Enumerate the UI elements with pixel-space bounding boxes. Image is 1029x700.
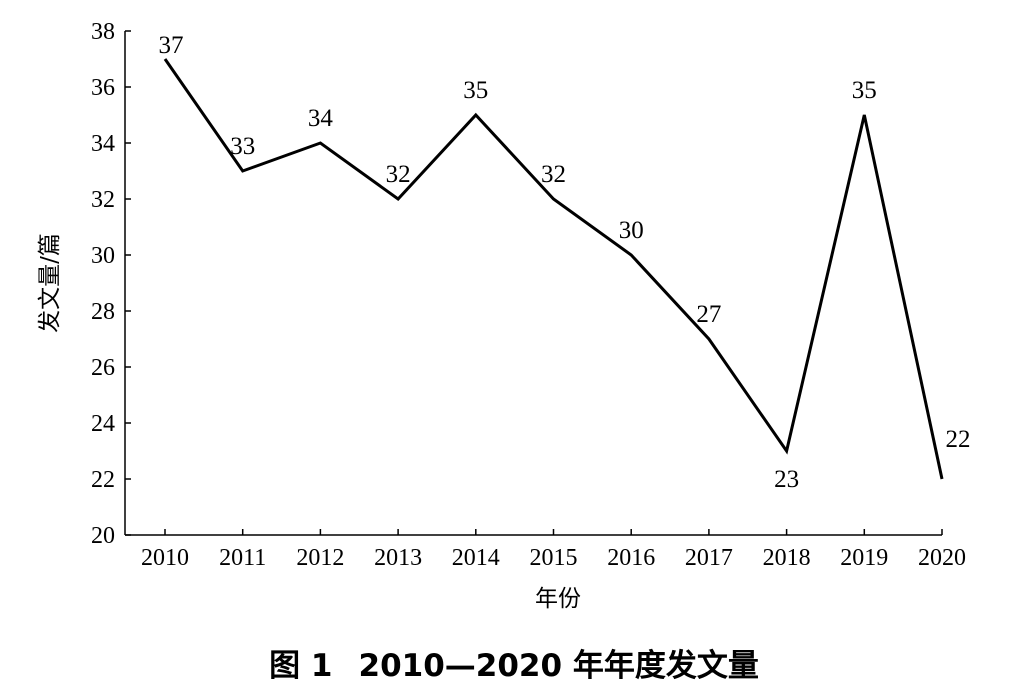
y-tick-label-38: 38 bbox=[91, 19, 115, 45]
data-label-2020: 22 bbox=[946, 426, 971, 453]
y-tick-label-22: 22 bbox=[91, 467, 115, 493]
figure-label: 图 1 bbox=[269, 648, 332, 684]
series-line-group bbox=[163, 58, 944, 480]
chart-axes bbox=[124, 31, 942, 536]
x-axis-ticks: 2010 2011 2012 2013 2014 2015 2016 2017 2018 2019… bbox=[141, 529, 966, 571]
y-axis-title: 发文量/篇 bbox=[37, 233, 63, 333]
data-label-2010: 37 bbox=[159, 32, 184, 59]
data-label-2016: 30 bbox=[619, 217, 644, 244]
data-label-2018: 23 bbox=[774, 466, 799, 493]
y-tick-label-20: 20 bbox=[91, 523, 115, 549]
x-tick-label-2015: 2015 bbox=[530, 545, 578, 571]
y-tick-label-28: 28 bbox=[91, 299, 115, 325]
data-labels: 37 33 34 32 35 32 30 27 23 35 22 bbox=[159, 32, 971, 493]
y-tick-label-30: 30 bbox=[91, 243, 115, 269]
figure-caption-text: 2010—2020 年年度发文量 bbox=[359, 648, 759, 684]
y-tick-label-26: 26 bbox=[91, 355, 115, 381]
figure-caption: 图 1 2010—2020 年年度发文量 bbox=[269, 648, 759, 684]
x-tick-label-2019: 2019 bbox=[840, 545, 888, 571]
data-label-2013: 32 bbox=[386, 161, 411, 188]
x-tick-label-2011: 2011 bbox=[219, 545, 266, 571]
data-label-2017: 27 bbox=[696, 301, 721, 328]
series-line-0 bbox=[163, 58, 944, 480]
y-tick-label-32: 32 bbox=[91, 187, 115, 213]
data-label-2015: 32 bbox=[541, 161, 566, 188]
x-tick-label-2017: 2017 bbox=[685, 545, 733, 571]
x-tick-label-2016: 2016 bbox=[607, 545, 655, 571]
x-tick-label-2018: 2018 bbox=[763, 545, 811, 571]
x-axis-title: 年份 bbox=[535, 586, 581, 612]
data-label-2012: 34 bbox=[308, 105, 334, 132]
data-label-2011: 33 bbox=[230, 133, 255, 160]
x-tick-label-2013: 2013 bbox=[374, 545, 422, 571]
x-tick-label-2010: 2010 bbox=[141, 545, 189, 571]
x-tick-label-2014: 2014 bbox=[452, 545, 500, 571]
x-tick-label-2020: 2020 bbox=[918, 545, 966, 571]
x-tick-label-2012: 2012 bbox=[296, 545, 344, 571]
y-tick-label-36: 36 bbox=[91, 75, 115, 101]
y-tick-label-34: 34 bbox=[91, 131, 115, 157]
data-label-2019: 35 bbox=[852, 77, 877, 104]
y-tick-label-24: 24 bbox=[91, 411, 115, 437]
y-axis-ticks: 20 22 24 26 28 30 32 34 36 38 bbox=[91, 19, 131, 549]
data-label-2014: 35 bbox=[463, 77, 488, 104]
